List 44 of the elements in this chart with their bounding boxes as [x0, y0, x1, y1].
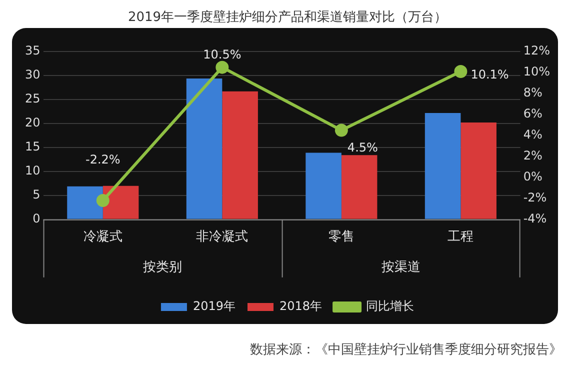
point — [96, 194, 110, 208]
y-tick-label: 30 — [24, 68, 40, 82]
bar — [67, 186, 103, 219]
x-tick-label: 零售 — [328, 230, 354, 245]
y2-tick-label: 6% — [523, 106, 542, 121]
point — [216, 60, 229, 74]
y2-tick-label: 0% — [523, 170, 542, 184]
x-tick-label: 非冷凝式 — [196, 230, 248, 245]
y2-tick-label: 12% — [523, 44, 550, 58]
data-label: 4.5% — [347, 140, 378, 154]
y2-tick-label: -2% — [523, 190, 547, 205]
point — [334, 124, 348, 137]
y-tick-label: 25 — [24, 92, 40, 106]
y-tick-label: 35 — [24, 44, 40, 58]
y-tick-label: 5 — [32, 188, 40, 202]
bar — [460, 122, 496, 219]
x-tick-label: 冷凝式 — [83, 230, 122, 245]
data-label: -2.2% — [85, 152, 120, 167]
data-label: 10.1% — [470, 68, 509, 82]
bar — [222, 91, 258, 219]
point — [454, 65, 468, 78]
source-note: 数据来源：《中国壁挂炉行业销售季度细分研究报告》 — [250, 341, 562, 358]
chart-title: 2019年一季度壁挂炉细分产品和渠道销量对比（万台） — [128, 9, 448, 26]
y2-tick-label: 8% — [523, 86, 542, 100]
legend-label: 同比增长 — [366, 299, 414, 314]
data-label: 10.5% — [203, 47, 242, 62]
x-tick-label: 工程 — [448, 230, 474, 245]
y2-tick-label: 10% — [523, 64, 550, 79]
bar — [341, 155, 378, 219]
y-tick-label: 10 — [24, 164, 40, 178]
legend-label: 2019年 — [192, 299, 236, 314]
bar — [306, 152, 342, 219]
y-tick-label: 20 — [24, 116, 40, 130]
text: 按渠道 — [382, 260, 421, 275]
bar — [186, 78, 222, 219]
text: 按类别 — [143, 260, 182, 275]
y-tick-label: 15 — [24, 140, 40, 154]
bar — [424, 112, 461, 219]
legend-label: 2018年 — [280, 299, 322, 314]
y2-tick-label: -4% — [523, 212, 547, 226]
bar — [102, 186, 139, 219]
y-tick-label: 0 — [32, 212, 40, 226]
y2-tick-label: 4% — [523, 128, 542, 142]
y2-tick-label: 2% — [523, 148, 542, 163]
